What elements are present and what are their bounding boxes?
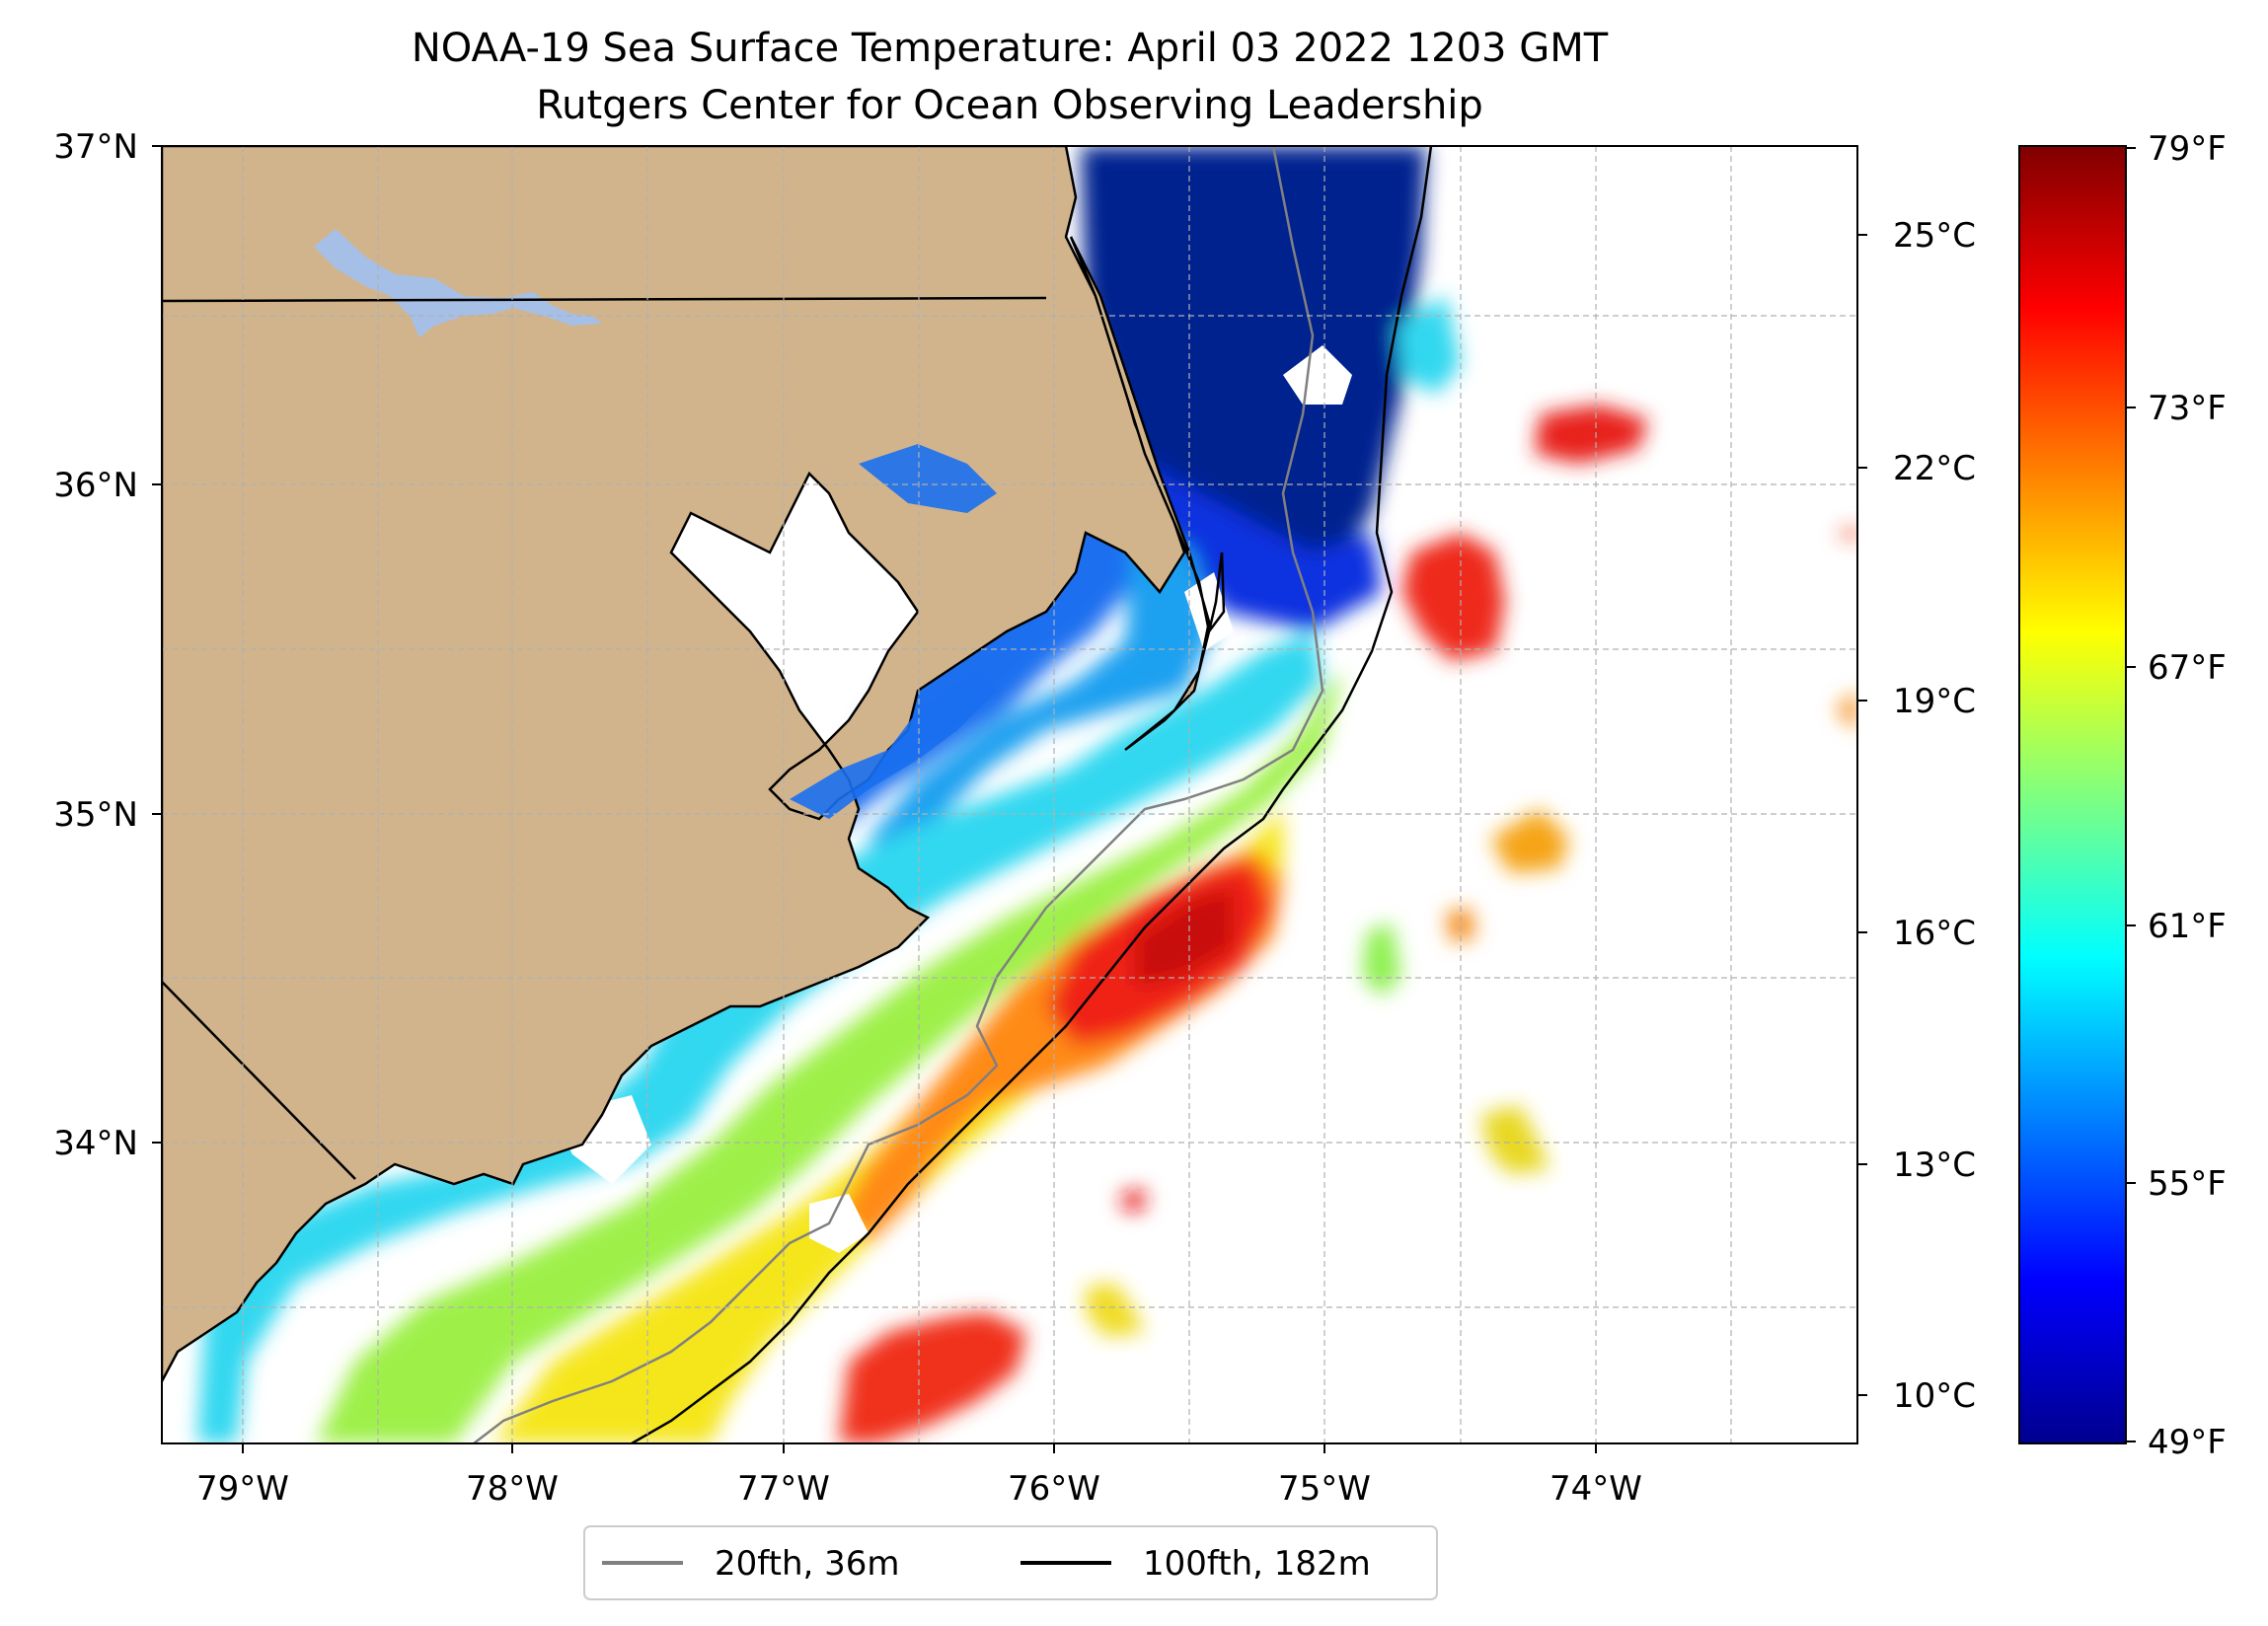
map-panel	[162, 146, 1857, 1443]
isobath-20fth	[473, 146, 1324, 1443]
colorbar: 79°F 73°F 67°F 61°F 55°F 49°F	[2018, 129, 2227, 1462]
lon-label-79: 79°W	[196, 1469, 289, 1509]
lon-label-75: 75°W	[1278, 1469, 1371, 1509]
axis-ticks	[152, 145, 1867, 1453]
graticule	[162, 146, 1857, 1443]
celsius-label-19: 19°C	[1893, 682, 1976, 721]
sst-field	[197, 146, 1857, 1443]
lat-label-35: 35°N	[53, 795, 138, 835]
lon-label-76: 76°W	[1008, 1469, 1100, 1509]
map-frame	[161, 145, 1858, 1444]
lat-label-36: 36°N	[53, 466, 138, 505]
lat-label-34: 34°N	[53, 1124, 138, 1163]
fahrenheit-label-79: 79°F	[2148, 129, 2227, 169]
celsius-label-16: 16°C	[1893, 914, 1976, 953]
title-line-2: Rutgers Center for Ocean Observing Leade…	[536, 83, 1483, 128]
celsius-label-10: 10°C	[1893, 1376, 1976, 1416]
fahrenheit-label-49: 49°F	[2148, 1423, 2227, 1462]
land	[162, 146, 1226, 1382]
celsius-label-22: 22°C	[1893, 449, 1976, 488]
lon-label-74: 74°W	[1550, 1469, 1642, 1509]
fahrenheit-label-67: 67°F	[2148, 648, 2227, 688]
legend: 20fth, 36m 100fth, 182m	[583, 1525, 1438, 1600]
celsius-label-13: 13°C	[1893, 1146, 1976, 1185]
legend-label-20fth: 20fth, 36m	[715, 1544, 900, 1584]
title-line-1: NOAA-19 Sea Surface Temperature: April 0…	[412, 26, 1609, 71]
lat-label-37: 37°N	[53, 127, 138, 167]
fahrenheit-label-73: 73°F	[2148, 389, 2227, 428]
legend-label-100fth: 100fth, 182m	[1143, 1544, 1371, 1584]
celsius-label-25: 25°C	[1893, 216, 1976, 256]
lon-label-77: 77°W	[737, 1469, 830, 1509]
fahrenheit-label-61: 61°F	[2148, 907, 2227, 946]
lon-label-78: 78°W	[466, 1469, 559, 1509]
fahrenheit-label-55: 55°F	[2148, 1164, 2227, 1204]
isobath-100fth	[631, 146, 1433, 1443]
